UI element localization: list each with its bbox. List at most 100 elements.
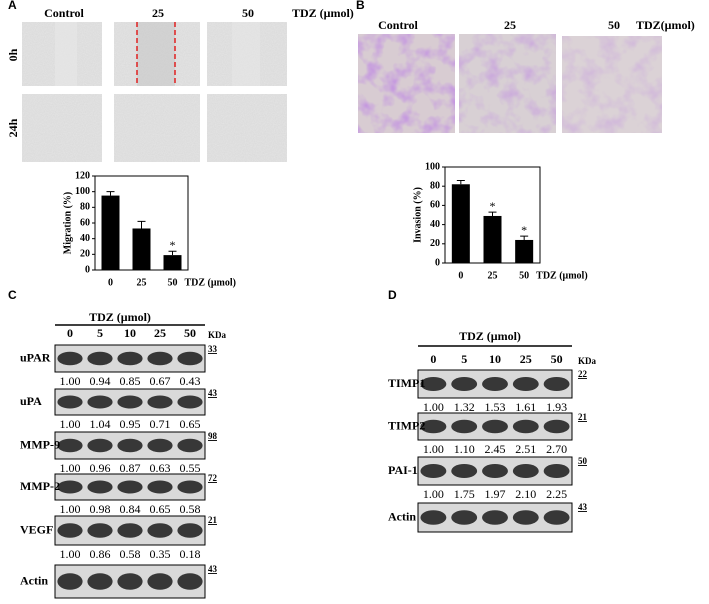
protein-label: MMP-2 [20,479,60,493]
band [177,523,203,538]
unit-label: TDZ (μmol) [292,6,354,20]
bar [132,228,151,270]
density-value: 1.00 [423,400,444,414]
band [147,523,173,538]
x-tick-label: 0 [108,277,113,288]
lane-label: 5 [97,326,103,340]
kda-value: 33 [208,344,218,354]
error-bar [106,191,115,196]
band [451,377,478,391]
density-value: 0.58 [120,547,141,561]
density-value: 0.65 [180,417,201,431]
wound-images [22,22,287,162]
band [147,351,173,366]
y-tick-label: 40 [80,233,90,244]
y-tick-label: 80 [80,202,90,213]
lane-label: 5 [461,352,467,366]
band [543,419,570,434]
band [87,395,113,409]
y-tick-label: 60 [80,217,90,228]
error-bar [520,235,529,240]
significance-mark: * [490,199,496,213]
bar [163,255,182,270]
density-value: 1.00 [423,487,444,501]
band [117,395,143,409]
band [87,351,113,366]
protein-label: Actin [20,573,48,587]
density-value: 1.61 [515,400,536,414]
band [57,480,83,494]
density-value: 2.70 [546,442,567,456]
density-value: 0.86 [90,547,111,561]
band [57,395,83,409]
band [482,464,508,478]
band [512,377,539,391]
lane-title: TDZ (μmol) [459,329,521,343]
column-heading: Control [378,18,418,32]
y-tick-label: 100 [425,161,440,172]
y-tick-label: 40 [430,219,440,230]
kda-heading: KDa [208,330,227,340]
error-bar [456,179,465,185]
band [117,523,143,538]
kda-heading: KDa [578,356,597,366]
density-value: 0.58 [180,502,201,516]
band [57,351,83,366]
protein-label: uPA [20,394,42,408]
density-value: 0.87 [120,461,141,475]
density-value: 1.53 [485,400,506,414]
bar [101,195,120,270]
band [451,510,478,525]
kda-value: 43 [208,564,218,574]
band [420,464,447,478]
y-tick-label: 120 [75,170,90,181]
density-value: 0.98 [90,502,111,516]
lane-label: 50 [551,352,563,366]
error-bar [168,250,177,256]
band [420,419,447,434]
column-heading: 50 [608,18,620,32]
y-tick-label: 0 [435,257,440,268]
x-tick-label: 0 [458,270,463,281]
column-heading: Control [44,6,84,20]
density-value: 1.75 [454,487,475,501]
lane-label: 25 [154,326,166,340]
band [117,480,143,494]
band [482,377,508,391]
y-tick-label: 20 [430,238,440,249]
panel-letter: C [8,288,17,302]
kda-value: 72 [208,473,218,483]
kda-value: 50 [578,456,588,466]
density-value: 1.00 [60,417,81,431]
unit-label: TDZ(μmol) [636,18,695,32]
density-value: 1.00 [60,461,81,475]
band [177,573,203,590]
band [57,523,83,538]
density-value: 1.00 [423,442,444,456]
y-axis-label: Invasion (%) [412,187,423,243]
bar [515,239,534,263]
y-tick-label: 60 [430,200,440,211]
protein-label: MMP-9 [20,437,60,451]
protein-label: PAI-1 [388,463,418,477]
density-value: 0.71 [150,417,171,431]
lane-label: 10 [489,352,501,366]
band [87,573,113,590]
row-label: 24h [6,118,20,137]
density-value: 1.00 [60,502,81,516]
kda-value: 43 [578,502,588,512]
kda-value: 98 [208,431,218,441]
band [420,377,447,391]
column-heading: 50 [242,6,254,20]
kda-value: 43 [208,388,218,398]
density-value: 0.85 [120,374,141,388]
invasion-images [358,34,662,133]
x-tick-label: 25 [137,277,147,288]
x-tick-label: 25 [488,270,498,281]
band [57,573,83,590]
band [543,377,570,391]
density-value: 0.18 [180,547,201,561]
lane-label: 0 [430,352,436,366]
band [420,510,447,525]
lane-label: 0 [67,326,73,340]
